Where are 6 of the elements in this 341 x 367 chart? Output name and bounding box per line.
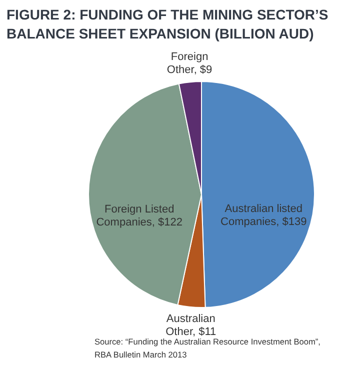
source-note: Source: “Funding the Australian Resource Investment Boom”, RBA Bulletin March 2013 <box>94 336 320 360</box>
slice-label: Foreign Listed Companies, $122 <box>96 204 182 229</box>
slice-label: Foreign Other, $9 <box>166 50 212 76</box>
slice-label: Australian listed Companies, $139 <box>220 202 307 228</box>
slice-label: Australian Other, $11 <box>166 313 216 338</box>
chart-title: FIGURE 2: FUNDING OF THE MINING SECTOR’S BALANCE SHEET EXPANSION (BILLION AUD) <box>6 6 328 42</box>
